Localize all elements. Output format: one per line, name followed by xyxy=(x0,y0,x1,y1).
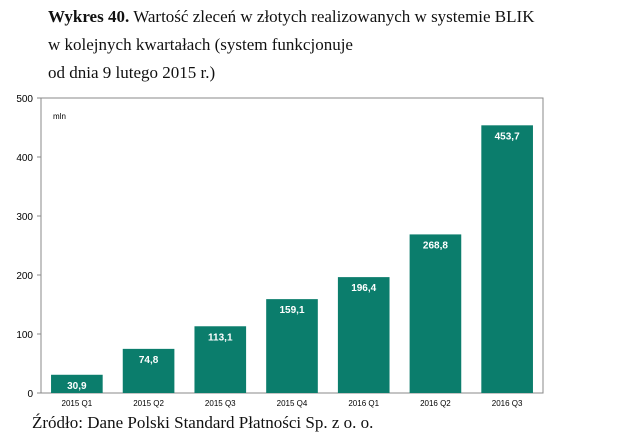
chart-title: Wykres 40. Wartość zleceń w złotych real… xyxy=(48,7,535,26)
value-label: 74,8 xyxy=(139,355,159,366)
x-tick-label: 2016 Q3 xyxy=(492,399,523,408)
y-tick-label: 200 xyxy=(16,271,33,282)
value-label: 113,1 xyxy=(208,332,233,343)
x-tick-label: 2015 Q1 xyxy=(62,399,93,408)
bar xyxy=(481,125,533,393)
value-label: 30,9 xyxy=(67,381,87,392)
bar xyxy=(51,374,103,393)
x-tick-label: 2015 Q3 xyxy=(205,399,236,408)
bar xyxy=(122,348,175,393)
unit-label: mln xyxy=(53,112,66,121)
x-tick-label: 2015 Q2 xyxy=(133,399,164,408)
value-label: 453,7 xyxy=(495,131,520,142)
bar xyxy=(194,326,247,393)
y-tick-label: 500 xyxy=(16,94,33,105)
bar xyxy=(337,277,390,393)
y-tick-label: 100 xyxy=(16,330,33,341)
value-label: 159,1 xyxy=(279,305,304,316)
title-line: Wartość zleceń w złotych realizowanych w… xyxy=(133,7,535,26)
value-label: 268,8 xyxy=(423,240,448,251)
title-line: od dnia 9 lutego 2015 r.) xyxy=(48,63,215,82)
x-tick-label: 2015 Q4 xyxy=(277,399,308,408)
title-prefix: Wykres 40. xyxy=(48,7,129,26)
y-tick-label: 400 xyxy=(16,153,33,164)
x-tick-label: 2016 Q2 xyxy=(420,399,451,408)
bar xyxy=(409,234,462,393)
title-line: w kolejnych kwartałach (system funkcjonu… xyxy=(48,35,353,54)
source: Źródło: Dane Polski Standard Płatności S… xyxy=(32,413,373,432)
y-tick-label: 0 xyxy=(27,389,33,400)
x-tick-label: 2016 Q1 xyxy=(348,399,379,408)
y-tick-label: 300 xyxy=(16,212,33,223)
value-label: 196,4 xyxy=(351,283,376,294)
bar xyxy=(266,299,318,393)
